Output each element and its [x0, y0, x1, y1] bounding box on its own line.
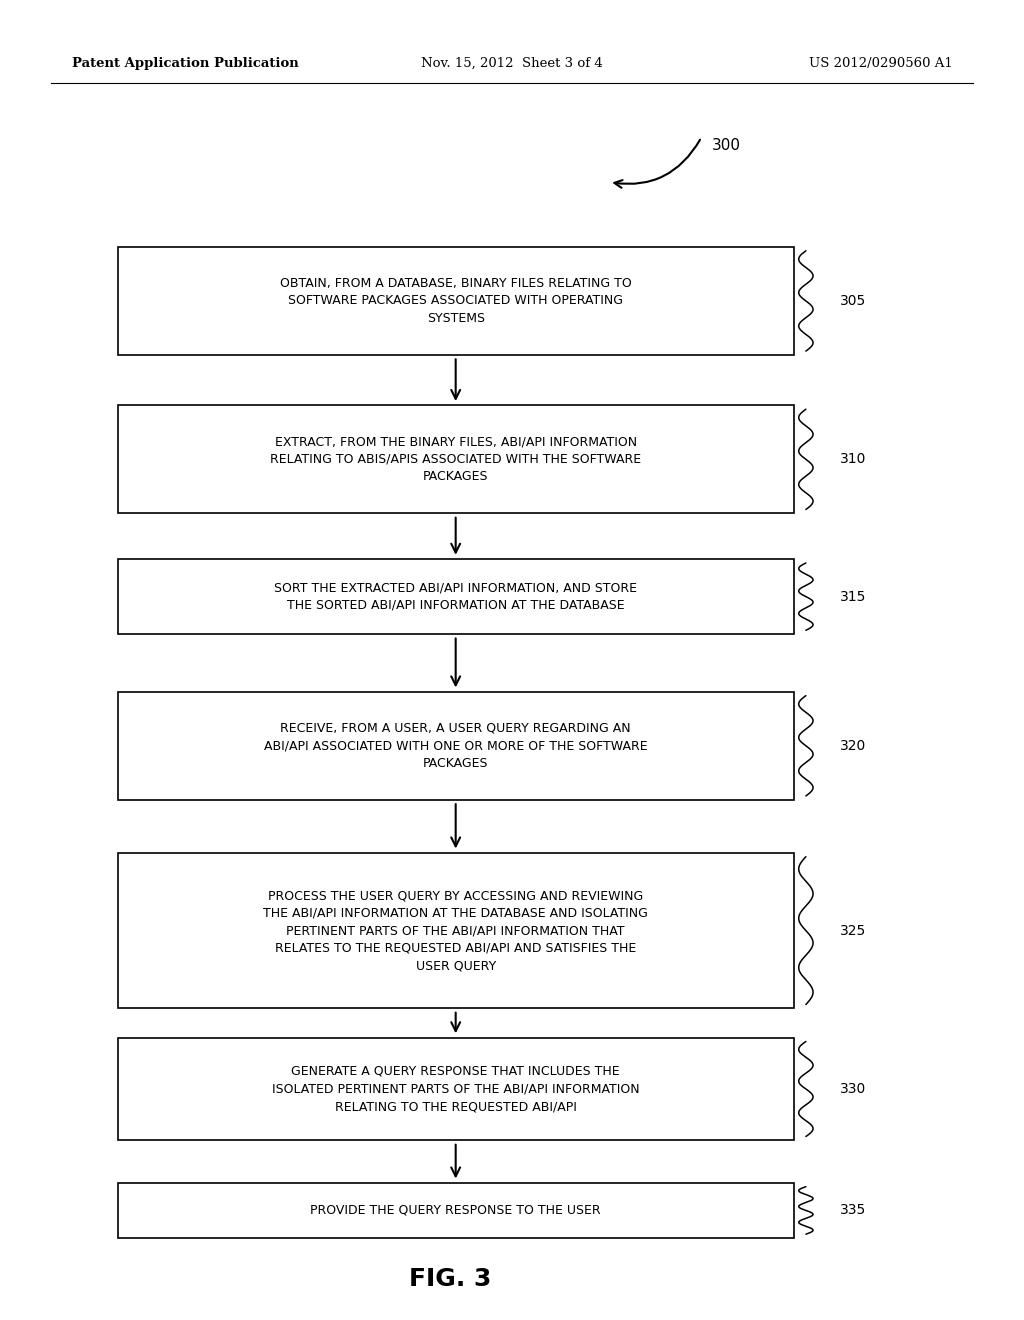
FancyBboxPatch shape [118, 558, 794, 634]
Text: 320: 320 [840, 739, 866, 752]
Text: Patent Application Publication: Patent Application Publication [72, 57, 298, 70]
FancyBboxPatch shape [118, 1183, 794, 1238]
Text: RECEIVE, FROM A USER, A USER QUERY REGARDING AN
ABI/API ASSOCIATED WITH ONE OR M: RECEIVE, FROM A USER, A USER QUERY REGAR… [264, 722, 647, 770]
Text: PROCESS THE USER QUERY BY ACCESSING AND REVIEWING
THE ABI/API INFORMATION AT THE: PROCESS THE USER QUERY BY ACCESSING AND … [263, 890, 648, 972]
Text: 305: 305 [840, 294, 866, 308]
Text: EXTRACT, FROM THE BINARY FILES, ABI/API INFORMATION
RELATING TO ABIS/APIS ASSOCI: EXTRACT, FROM THE BINARY FILES, ABI/API … [270, 436, 641, 483]
Text: OBTAIN, FROM A DATABASE, BINARY FILES RELATING TO
SOFTWARE PACKAGES ASSOCIATED W: OBTAIN, FROM A DATABASE, BINARY FILES RE… [280, 277, 632, 325]
Text: 310: 310 [840, 453, 866, 466]
Text: PROVIDE THE QUERY RESPONSE TO THE USER: PROVIDE THE QUERY RESPONSE TO THE USER [310, 1204, 601, 1217]
FancyBboxPatch shape [118, 247, 794, 355]
Text: SORT THE EXTRACTED ABI/API INFORMATION, AND STORE
THE SORTED ABI/API INFORMATION: SORT THE EXTRACTED ABI/API INFORMATION, … [274, 581, 637, 612]
Text: 335: 335 [840, 1204, 866, 1217]
Text: GENERATE A QUERY RESPONSE THAT INCLUDES THE
ISOLATED PERTINENT PARTS OF THE ABI/: GENERATE A QUERY RESPONSE THAT INCLUDES … [271, 1065, 640, 1113]
Text: 325: 325 [840, 924, 866, 937]
FancyArrowPatch shape [614, 140, 700, 187]
Text: FIG. 3: FIG. 3 [410, 1267, 492, 1291]
Text: 330: 330 [840, 1082, 866, 1096]
FancyBboxPatch shape [118, 1038, 794, 1140]
Text: 300: 300 [712, 137, 740, 153]
FancyBboxPatch shape [118, 692, 794, 800]
Text: US 2012/0290560 A1: US 2012/0290560 A1 [809, 57, 952, 70]
FancyBboxPatch shape [118, 405, 794, 513]
FancyBboxPatch shape [118, 853, 794, 1008]
Text: Nov. 15, 2012  Sheet 3 of 4: Nov. 15, 2012 Sheet 3 of 4 [421, 57, 603, 70]
Text: 315: 315 [840, 590, 866, 603]
